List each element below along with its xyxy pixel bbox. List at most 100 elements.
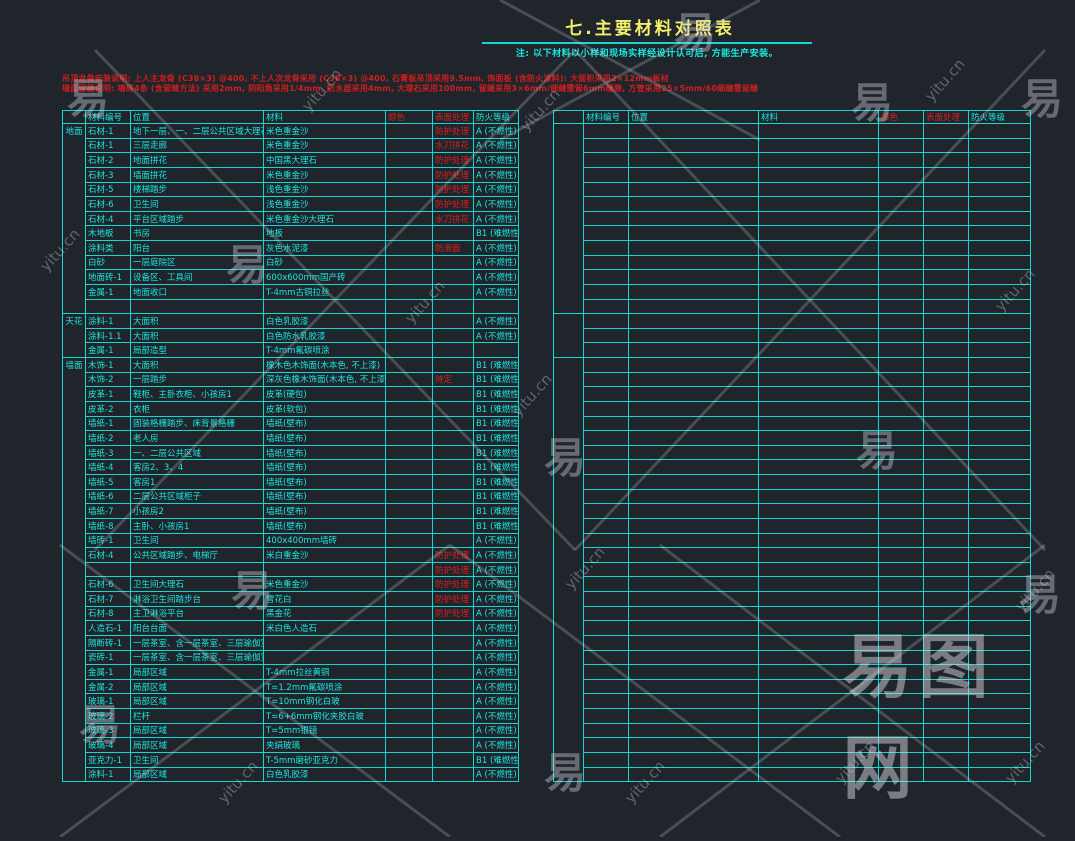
cell-location: 一层茶室、含一层茶室、三层瑜伽室内、采光井、员工房淋浴区: [130, 649, 264, 666]
cell-location: 局部区域: [130, 678, 264, 695]
cell-material: 墙纸(壁布): [263, 444, 386, 461]
cell-treatment: [432, 474, 474, 490]
cell-fire-rating: [968, 196, 1031, 212]
cell-material: 米色重金沙: [263, 166, 386, 183]
header-col-2: 材料: [263, 110, 386, 124]
cell-treatment: [923, 240, 969, 256]
cell-material: [758, 737, 879, 753]
table-row: 金属-1 局部区域 T-4mm拉丝黄铜 A (不燃性): [63, 664, 519, 680]
cell-material: [758, 620, 879, 636]
table-row: 石材-6 卫生间大理石 米色重金沙 防护处理 A (不燃性): [63, 576, 519, 592]
table-row: [554, 269, 1031, 285]
cell-material: [758, 722, 879, 739]
table-row: 涂料-1 局部区域 白色乳胶漆 A (不燃性): [63, 766, 519, 783]
cell-location: 卫生间: [130, 532, 264, 549]
cell-material-no: [583, 591, 629, 607]
table-row: [554, 298, 1031, 315]
cell-material-no: [583, 225, 629, 241]
cell-fire-rating: A (不燃性): [473, 123, 519, 139]
cell-treatment: [923, 444, 969, 461]
cell-material-no: [583, 123, 629, 139]
cell-location: [628, 166, 759, 183]
table-row: [554, 547, 1031, 563]
cell-color: [878, 766, 924, 783]
cell-material: 白色防水乳胶漆: [263, 327, 386, 344]
cell-treatment: [923, 386, 969, 402]
cell-color: [385, 708, 433, 724]
cell-color: [385, 576, 433, 592]
section-label: 天花: [62, 313, 86, 358]
cell-material: [758, 210, 879, 227]
cell-fire-rating: [968, 298, 1031, 315]
header-section: [62, 110, 86, 124]
cell-material-no: 石材-6: [85, 196, 131, 212]
cell-location: [628, 415, 759, 432]
cell-treatment: 水刀拼花: [432, 210, 474, 227]
cell-material-no: [583, 634, 629, 651]
cell-fire-rating: A (不燃性): [473, 254, 519, 271]
cell-location: 大面积: [130, 357, 264, 373]
cell-location: 设备区、工具间: [130, 269, 264, 285]
cell-color: [385, 123, 433, 139]
cell-fire-rating: [473, 298, 519, 315]
cell-material: [263, 298, 386, 315]
cell-material-no: [583, 737, 629, 753]
cell-fire-rating: [968, 517, 1031, 534]
table-row: [554, 722, 1031, 739]
cell-fire-rating: [968, 532, 1031, 549]
cell-material: 浅色重金沙: [263, 181, 386, 198]
cell-treatment: [432, 313, 474, 329]
cell-material: 墙纸(壁布): [263, 474, 386, 490]
cell-fire-rating: [968, 664, 1031, 680]
cell-location: 客房1: [130, 474, 264, 490]
cell-color: [385, 722, 433, 739]
cell-treatment: [923, 283, 969, 300]
cell-fire-rating: A (不燃性): [473, 327, 519, 344]
cell-color: [385, 166, 433, 183]
cell-location: 局部区域: [130, 737, 264, 753]
table-row: [554, 649, 1031, 666]
cell-material: [758, 517, 879, 534]
cell-treatment: [923, 181, 969, 198]
cell-treatment: [923, 751, 969, 768]
header-col-4: 表面处理: [432, 110, 474, 124]
cell-treatment: [923, 327, 969, 344]
table-row: 防护处理 A (不燃性): [63, 561, 519, 578]
cell-fire-rating: [968, 181, 1031, 198]
cell-treatment: 防护处理: [432, 166, 474, 183]
cell-material-no: [583, 400, 629, 417]
cell-fire-rating: A (不燃性): [473, 181, 519, 198]
cell-location: [628, 634, 759, 651]
cell-material-no: [583, 313, 629, 329]
table-row: 皮革-2 衣柜 皮革(软包) B1 (难燃性): [63, 400, 519, 417]
cell-material: [758, 561, 879, 578]
table-row: [554, 152, 1031, 168]
cell-treatment: [923, 766, 969, 783]
cell-material: [758, 678, 879, 695]
cell-fire-rating: A (不燃性): [473, 313, 519, 329]
cell-material-no: 墙纸-8: [85, 517, 131, 534]
cell-fire-rating: A (不燃性): [473, 737, 519, 753]
cell-color: [878, 269, 924, 285]
cell-location: [628, 181, 759, 198]
cell-material-no: 石材-5: [85, 181, 131, 198]
cell-fire-rating: [968, 547, 1031, 563]
cell-treatment: [432, 357, 474, 373]
cell-material-no: 金属-1: [85, 342, 131, 358]
cell-fire-rating: [968, 283, 1031, 300]
cell-treatment: 防护处理: [432, 576, 474, 592]
cell-treatment: [923, 649, 969, 666]
cell-material-no: 墙纸-3: [85, 444, 131, 461]
cell-color: [385, 327, 433, 344]
table-header-row: 材料编号 位置 材料 颜色 表面处理 防火等级: [62, 110, 519, 124]
cell-treatment: 防护处理: [432, 605, 474, 622]
cell-location: 三层走廊: [130, 137, 264, 154]
header-col-5: 防火等级: [968, 110, 1031, 124]
cell-treatment: [432, 254, 474, 271]
cell-material: T-5mm磨砂亚克力: [263, 751, 386, 768]
cell-treatment: [432, 766, 474, 783]
cell-material-no: [583, 474, 629, 490]
cell-location: [628, 430, 759, 446]
header-col-3: 颜色: [385, 110, 433, 124]
cell-color: [385, 488, 433, 505]
